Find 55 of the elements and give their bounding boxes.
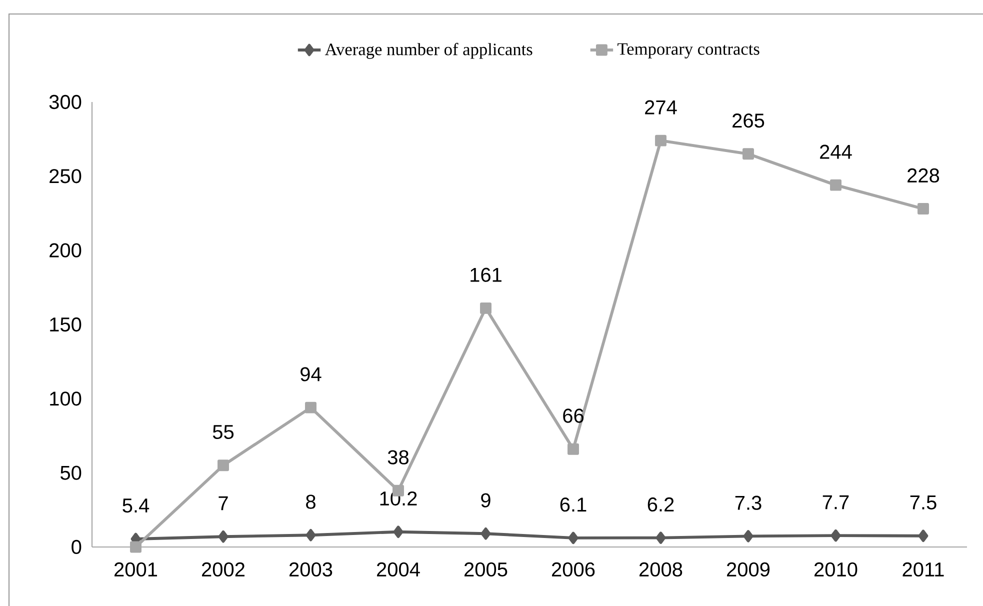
point <box>830 179 842 191</box>
x-tick-label: 2002 <box>202 562 244 577</box>
point <box>218 530 228 543</box>
x-tick-label: 2001 <box>114 562 158 577</box>
data-label: 66 <box>563 408 584 423</box>
data-label: 9 <box>481 493 490 508</box>
data-label: 161 <box>470 268 502 282</box>
data-label: 228 <box>908 168 940 183</box>
y-tick-label: 150 <box>50 317 82 332</box>
data-label: 7.7 <box>822 495 849 510</box>
y-tick-label: 0 <box>72 540 82 554</box>
point <box>480 528 491 540</box>
legend-label: Temporary contracts <box>618 43 760 58</box>
data-label: 38 <box>388 450 408 464</box>
point <box>130 541 142 553</box>
point <box>743 530 754 542</box>
y-tick-label: 300 <box>49 94 82 110</box>
point <box>218 460 229 472</box>
point <box>305 402 316 414</box>
x-tick-label: 2008 <box>640 562 682 577</box>
x-tick-label: 2009 <box>727 562 770 577</box>
data-label: 7 <box>218 496 228 510</box>
x-tick-label: 2006 <box>552 562 595 577</box>
data-label: 274 <box>645 100 677 114</box>
point <box>918 530 928 542</box>
data-label: 6.2 <box>648 497 674 512</box>
y-tick-label: 50 <box>60 466 82 480</box>
data-label: 55 <box>212 425 234 440</box>
point <box>918 203 929 215</box>
data-label: 7.5 <box>910 496 936 510</box>
y-tick-label: 250 <box>50 169 82 184</box>
data-label: 244 <box>820 144 852 159</box>
y-tick-label: 100 <box>50 392 82 406</box>
point <box>656 532 666 544</box>
point <box>480 302 492 314</box>
data-label: 7.3 <box>735 496 762 510</box>
point <box>742 148 754 160</box>
data-label: 94 <box>300 367 322 382</box>
y-tick-label: 200 <box>50 243 82 258</box>
x-tick-label: 2010 <box>814 562 858 577</box>
point <box>306 528 316 542</box>
x-tick-label: 2004 <box>377 562 420 577</box>
point <box>568 532 578 544</box>
x-tick-label: 2003 <box>290 562 332 577</box>
x-tick-label: 2005 <box>464 562 508 577</box>
point <box>393 526 404 538</box>
point <box>830 529 841 542</box>
point <box>655 134 666 146</box>
data-label: 265 <box>732 113 764 128</box>
x-tick-label: 2011 <box>902 562 944 577</box>
point <box>568 443 579 455</box>
data-label: 5.4 <box>122 498 150 513</box>
data-label: 8 <box>306 494 316 509</box>
data-label: 6.1 <box>560 498 586 512</box>
legend-label: Average number of applicants <box>324 42 532 59</box>
